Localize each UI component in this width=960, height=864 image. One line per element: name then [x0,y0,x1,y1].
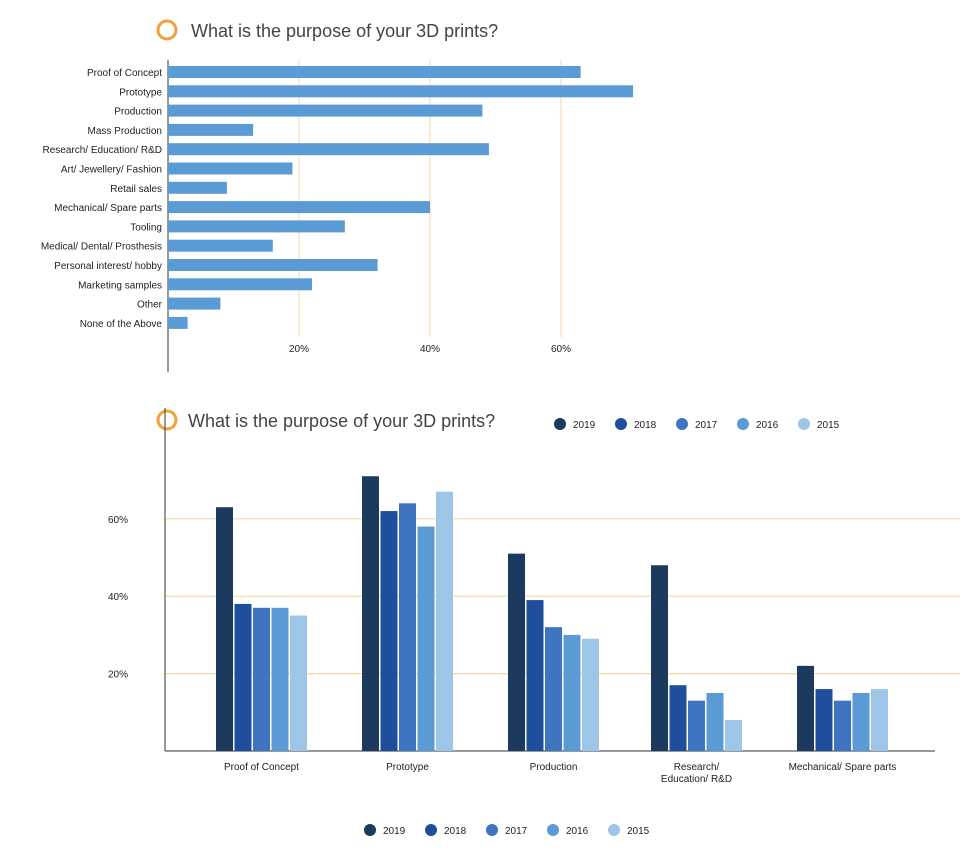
legend-swatch [425,824,437,836]
x-tick-label: 40% [420,344,440,355]
bar [216,507,233,751]
chart-title: What is the purpose of your 3D prints? [188,411,495,431]
bar [168,85,634,98]
bar [168,201,430,214]
bar [582,638,599,751]
bar [797,665,814,751]
category-label: Mechanical/ Spare parts [54,203,162,214]
legend-swatch [608,824,620,836]
legend-label: 2016 [566,826,589,837]
chart-by-year-svg: What is the purpose of your 3D prints? 20… [108,408,960,837]
category-label: Tooling [130,222,162,233]
chart-panel-overall: What is the purpose of your 3D prints? 20… [0,0,960,378]
category-label: Production [114,107,162,118]
legend-label: 2018 [634,420,657,431]
bar [271,607,289,751]
bar [725,720,742,751]
legend-label: 2019 [573,420,596,431]
category-label: Research/ [674,762,720,773]
bar [669,685,687,751]
legend-swatch [486,824,498,836]
bar [168,220,345,233]
bar [168,316,188,329]
bar [168,162,293,175]
bar [436,491,453,751]
category-label: Mechanical/ Spare parts [789,762,897,773]
legend-swatch [615,418,627,430]
legend-label: 2017 [695,420,718,431]
category-label: Marketing samples [78,280,162,291]
bar [815,689,833,751]
category-label: Retail sales [110,184,162,195]
bar [168,66,581,78]
legend-swatch [554,418,566,430]
bar [545,627,562,751]
title-ring-icon [156,409,178,431]
legend-label: 2015 [817,420,840,431]
bar [417,526,435,751]
legend-swatch [737,418,749,430]
bar [290,615,307,751]
category-label: Research/ Education/ R&D [42,145,162,156]
y-tick-label: 40% [108,592,128,603]
bar [526,600,544,751]
bar [168,278,313,291]
legend-swatch [798,418,810,430]
bar [834,700,851,751]
y-tick-label: 60% [108,515,128,526]
bar [362,476,379,751]
bar [706,692,724,751]
category-label: Prototype [119,87,162,98]
category-label: Production [530,762,578,773]
title-ring-icon [156,19,178,41]
legend-label: 2016 [756,420,779,431]
chart-title: What is the purpose of your 3D prints? [191,21,498,41]
legend-label: 2015 [627,826,650,837]
category-label: None of the Above [80,319,163,330]
bar [253,607,270,751]
chart-overall-svg: What is the purpose of your 3D prints? 20… [41,19,634,372]
bar [399,503,416,751]
legend-swatch [547,824,559,836]
x-tick-label: 60% [551,344,571,355]
y-tick-label: 20% [108,670,128,681]
x-tick-label: 20% [289,344,309,355]
bar [168,239,273,252]
chart-panel-by-year: What is the purpose of your 3D prints? 20… [0,378,960,859]
category-label: Personal interest/ hobby [54,261,162,272]
bar [168,181,227,194]
bar [168,123,254,136]
bar [380,511,398,751]
bar [688,700,705,751]
bar [563,634,581,751]
legend-swatch [364,824,376,836]
category-label: Art/ Jewellery/ Fashion [61,165,162,176]
category-label: Education/ R&D [661,774,732,785]
legend-bottom: 2019 2018 2017 2016 2015 [364,824,650,837]
legend-label: 2018 [444,826,467,837]
legend-swatch [676,418,688,430]
category-label: Prototype [386,762,429,773]
bar [168,143,489,156]
legend-label: 2017 [505,826,528,837]
bar [651,565,668,751]
category-label: Medical/ Dental/ Prosthesis [41,242,162,253]
bar [168,259,378,271]
legend-top: 2019 2018 2017 2016 2015 [554,418,840,431]
bar [168,297,221,310]
legend-label: 2019 [383,826,406,837]
bar [852,692,870,751]
category-label: Mass Production [88,126,162,137]
bar [871,689,888,751]
bar [508,553,525,751]
category-label: Proof of Concept [224,762,299,773]
category-label: Proof of Concept [87,68,162,79]
category-label: Other [137,300,163,311]
bar [168,104,483,117]
bar [234,603,252,751]
